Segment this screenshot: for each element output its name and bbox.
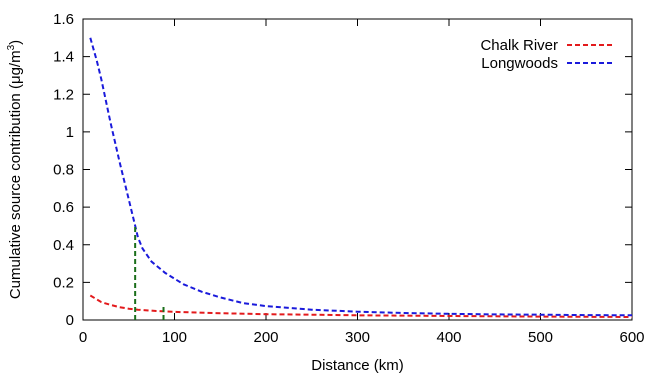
legend-label-series-1: Chalk River xyxy=(480,37,558,54)
x-tick-label: 100 xyxy=(162,329,187,346)
legend: Chalk River Longwoods xyxy=(480,37,612,72)
series-line-2 xyxy=(89,37,633,317)
x-tick-label: 0 xyxy=(79,329,87,346)
y-tick-label: 1.6 xyxy=(53,11,74,28)
y-tick-label: 0 xyxy=(66,312,74,329)
y-tick-label: 1.4 xyxy=(53,49,74,66)
y-tick-label: 1.2 xyxy=(53,86,74,103)
x-tick-label: 400 xyxy=(436,329,461,346)
y-axis-title-main: Cumulative source contribution (μg/m xyxy=(7,50,24,299)
x-axis-title: Distance (km) xyxy=(311,357,404,374)
x-tick-label: 500 xyxy=(528,329,553,346)
x-tick-label: 200 xyxy=(253,329,278,346)
series-layer xyxy=(89,37,633,318)
y-tick-label: 0.4 xyxy=(53,237,74,254)
y-tick-label: 0.2 xyxy=(53,274,74,291)
y-axis-title-tail: ) xyxy=(7,40,24,45)
y-tick-label: 0.8 xyxy=(53,162,74,179)
x-tick-label: 600 xyxy=(619,329,644,346)
y-tick-label: 0.6 xyxy=(53,199,74,216)
legend-label-series-2: Longwoods xyxy=(481,55,558,72)
series-line-1 xyxy=(89,294,633,318)
y-tick-label: 1 xyxy=(66,124,74,141)
x-tick-label: 300 xyxy=(345,329,370,346)
marker-layer xyxy=(134,225,165,320)
y-axis-title: Cumulative source contribution (μg/m3) xyxy=(6,40,24,299)
tick-labels: 0 100 200 300 400 500 600 0 0.2 0.4 0.6 0.8 1 1.2 1.4 1… xyxy=(53,11,644,346)
y-axis-title-sup: 3 xyxy=(6,44,17,50)
